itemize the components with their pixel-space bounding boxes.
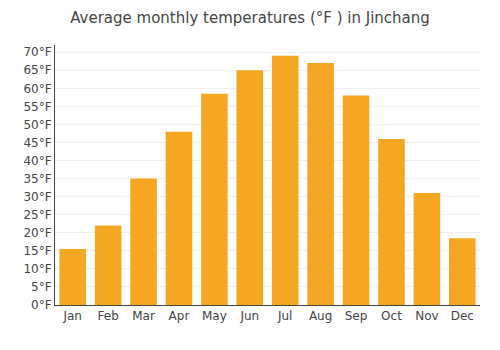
svg-text:5°F: 5°F <box>31 280 52 294</box>
svg-text:Feb: Feb <box>98 309 119 323</box>
svg-text:Nov: Nov <box>415 309 438 323</box>
svg-text:55°F: 55°F <box>23 100 51 114</box>
svg-text:20°F: 20°F <box>23 226 51 240</box>
svg-text:Sep: Sep <box>345 309 368 323</box>
svg-text:35°F: 35°F <box>23 172 51 186</box>
svg-text:30°F: 30°F <box>23 190 51 204</box>
svg-text:45°F: 45°F <box>23 136 51 150</box>
svg-text:May: May <box>202 309 227 323</box>
svg-text:50°F: 50°F <box>23 118 51 132</box>
svg-text:60°F: 60°F <box>23 82 51 96</box>
svg-text:15°F: 15°F <box>23 244 51 258</box>
svg-text:10°F: 10°F <box>23 262 51 276</box>
svg-text:Jan: Jan <box>62 309 82 323</box>
svg-text:Jul: Jul <box>277 309 292 323</box>
svg-text:65°F: 65°F <box>23 63 51 77</box>
svg-text:Mar: Mar <box>132 309 155 323</box>
svg-text:Aug: Aug <box>309 309 332 323</box>
svg-text:40°F: 40°F <box>23 154 51 168</box>
svg-text:0°F: 0°F <box>31 298 52 312</box>
svg-text:25°F: 25°F <box>23 208 51 222</box>
svg-text:Jun: Jun <box>239 309 259 323</box>
svg-text:70°F: 70°F <box>23 45 51 59</box>
svg-text:Oct: Oct <box>381 309 402 323</box>
svg-text:Dec: Dec <box>451 309 474 323</box>
svg-text:Apr: Apr <box>169 309 190 323</box>
svg-text:Average monthly temperatures (: Average monthly temperatures (°F ) in Ji… <box>70 9 430 27</box>
